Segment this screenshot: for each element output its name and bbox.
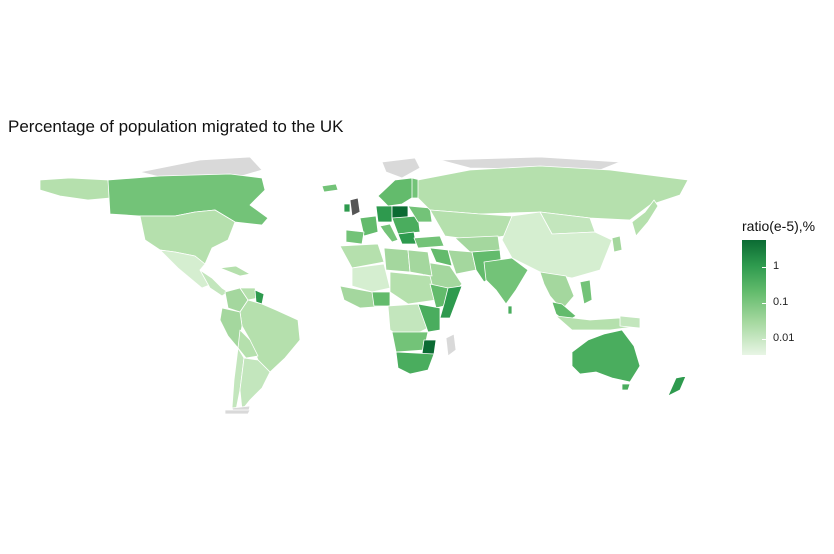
region-france xyxy=(359,215,379,237)
region-scandinavia xyxy=(377,177,416,207)
region-argentina xyxy=(239,357,271,411)
region-ukraine xyxy=(407,205,433,223)
region-bolivia xyxy=(237,329,259,359)
region-balkans xyxy=(397,231,417,245)
region-brazil xyxy=(239,299,301,373)
region-somalia xyxy=(439,285,463,319)
region-sri-lanka xyxy=(507,305,513,315)
region-southern-africa xyxy=(395,351,435,375)
region-iceland xyxy=(321,183,339,193)
legend-tick-label-1: 1 xyxy=(773,260,780,272)
legend-color-bar xyxy=(742,240,766,355)
region-china xyxy=(501,211,613,279)
region-libya xyxy=(383,247,411,273)
region-central-asia xyxy=(454,235,501,253)
region-india xyxy=(483,257,529,305)
region-zimbabwe xyxy=(421,339,437,355)
region-sahel-west xyxy=(351,263,391,293)
region-kazakhstan xyxy=(429,209,513,241)
region-uk xyxy=(349,197,361,217)
region-nigeria xyxy=(371,291,391,307)
region-chad-sudan xyxy=(389,271,437,305)
region-antarctic-peninsula xyxy=(224,409,251,415)
legend-tick-label-3: 0.01 xyxy=(773,332,795,344)
region-iraq-syria xyxy=(429,247,453,267)
legend-title: ratio(e-5),% xyxy=(742,218,816,234)
region-north-africa-west xyxy=(339,243,385,269)
region-tasmania xyxy=(621,383,631,391)
region-eastern-europe xyxy=(391,215,421,235)
region-philippines xyxy=(579,279,593,305)
region-turkey xyxy=(413,235,445,249)
region-australia xyxy=(571,329,641,383)
region-madagascar xyxy=(445,333,457,357)
region-new-zealand xyxy=(667,375,687,397)
region-korea xyxy=(611,235,623,253)
region-egypt xyxy=(407,249,433,277)
legend-tick-label-2: 0.1 xyxy=(773,296,789,308)
legend-tick-mark-1 xyxy=(762,267,766,268)
region-guyana xyxy=(254,289,265,305)
region-poland xyxy=(391,205,409,219)
legend-tick-mark-2 xyxy=(762,303,766,304)
color-legend: ratio(e-5),% 1 0.1 0.01 xyxy=(742,218,826,355)
region-ireland xyxy=(343,203,351,213)
region-greenland xyxy=(381,157,421,179)
region-alaska xyxy=(39,177,111,201)
region-italy xyxy=(379,223,399,243)
map-title: Percentage of population migrated to the… xyxy=(8,117,344,136)
region-east-africa xyxy=(417,303,441,333)
region-japan xyxy=(631,199,659,237)
region-caribbean xyxy=(219,265,251,277)
region-far-north xyxy=(439,156,621,171)
region-papua xyxy=(619,315,641,329)
region-germany xyxy=(375,205,393,223)
legend-tick-mark-3 xyxy=(762,339,766,340)
region-iberia xyxy=(345,229,365,245)
